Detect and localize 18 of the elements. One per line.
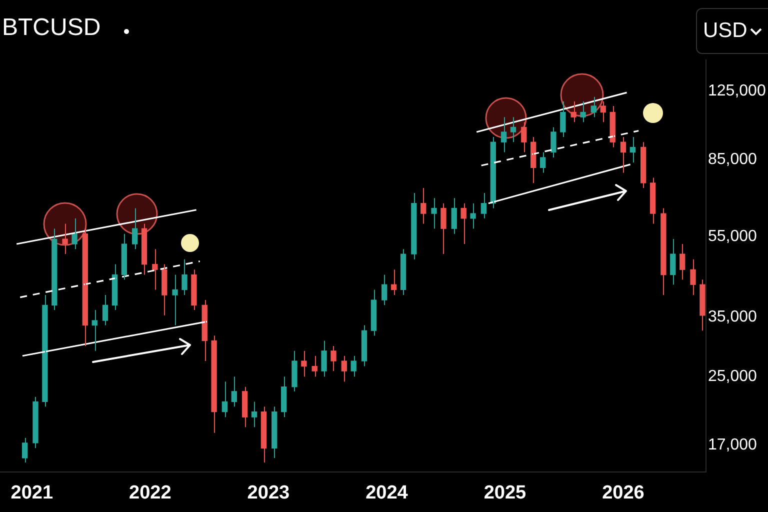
x-tick-label: 2026 [602,482,644,504]
x-tick-label: 2021 [10,482,54,504]
y-tick-label: 35,000 [708,308,758,326]
candlestick [62,223,68,255]
text: USD [703,19,748,42]
candlestick [301,350,307,378]
y-tick-label: 17,000 [708,436,758,454]
x-tick-label: 2025 [484,482,527,504]
candlestick [330,346,336,372]
x-tick-label: 2023 [247,482,290,504]
y-tick-label: 25,000 [708,368,758,386]
candlestick [312,355,318,378]
y-tick-label: 125,000 [708,82,766,100]
chart-title: BTCUSD [2,14,101,42]
x-tick-label: 2022 [129,482,172,504]
y-tick-label: 85,000 [708,150,758,168]
x-tick-label: 2024 [366,482,408,504]
y-tick-label: 55,000 [708,228,758,246]
